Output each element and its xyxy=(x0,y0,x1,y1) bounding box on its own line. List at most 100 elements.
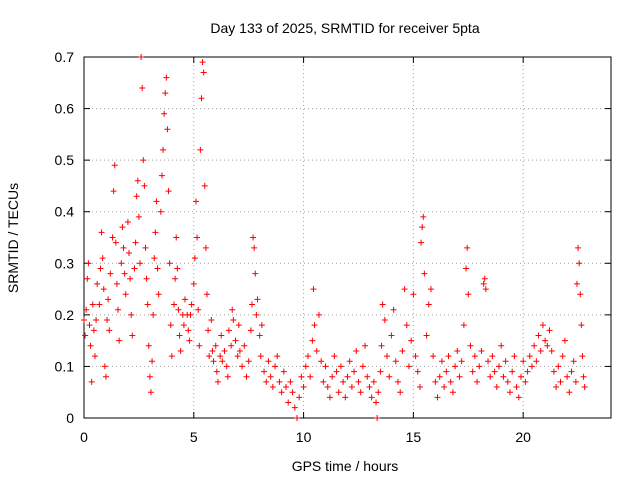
data-point xyxy=(155,291,162,298)
data-point xyxy=(311,322,318,329)
data-point xyxy=(421,270,428,277)
data-point xyxy=(513,384,520,391)
data-point xyxy=(441,384,448,391)
axis-ticks: 0 0.1 0.2 0.3 0.4 0.5 0.6 0.7 0 5 10 15 20 xyxy=(55,49,611,445)
y-tick-label: 0.5 xyxy=(55,152,75,168)
data-point xyxy=(478,347,485,354)
data-point xyxy=(471,353,478,360)
data-point xyxy=(188,301,195,308)
x-axis-label: GPS time / hours xyxy=(292,458,399,474)
data-point xyxy=(112,239,119,246)
data-point xyxy=(223,363,230,370)
data-point xyxy=(434,394,441,401)
y-tick-label: 0.3 xyxy=(55,255,75,271)
data-point xyxy=(252,270,259,277)
data-point xyxy=(127,275,134,282)
data-point xyxy=(353,347,360,354)
data-point xyxy=(126,249,133,256)
data-point xyxy=(528,363,535,370)
data-point xyxy=(408,337,415,344)
data-point xyxy=(573,280,580,287)
data-point xyxy=(82,332,89,339)
data-point xyxy=(173,234,180,241)
data-point xyxy=(414,368,421,375)
data-point xyxy=(340,378,347,385)
data-point xyxy=(278,389,285,396)
data-point xyxy=(524,368,531,375)
data-point xyxy=(107,270,114,277)
data-point xyxy=(427,286,434,293)
data-point xyxy=(228,342,235,349)
data-point xyxy=(162,90,169,97)
data-point xyxy=(106,327,113,334)
data-point xyxy=(515,394,522,401)
data-point xyxy=(250,234,257,241)
data-point xyxy=(269,384,276,391)
data-point xyxy=(342,394,349,401)
data-point xyxy=(526,353,533,360)
data-point xyxy=(142,244,149,251)
data-point xyxy=(118,260,125,267)
data-point xyxy=(386,373,393,380)
data-point xyxy=(561,337,568,344)
data-point xyxy=(368,394,375,401)
data-point xyxy=(539,322,546,329)
data-point xyxy=(491,368,498,375)
data-point xyxy=(309,337,316,344)
data-point xyxy=(390,306,397,313)
data-points xyxy=(81,54,588,421)
data-point xyxy=(464,244,471,251)
data-point xyxy=(553,384,560,391)
data-point xyxy=(346,358,353,365)
data-point xyxy=(335,389,342,396)
data-point xyxy=(502,358,509,365)
data-point xyxy=(333,368,340,375)
data-point xyxy=(105,296,112,303)
data-point xyxy=(206,353,213,360)
data-point xyxy=(542,337,549,344)
data-point xyxy=(254,296,261,303)
data-point xyxy=(460,322,467,329)
data-point xyxy=(320,378,327,385)
data-point xyxy=(116,337,123,344)
data-point xyxy=(91,353,98,360)
data-point xyxy=(136,260,143,267)
data-point xyxy=(577,291,584,298)
x-tick-label: 15 xyxy=(406,429,422,445)
data-point xyxy=(171,301,178,308)
plot-frame xyxy=(83,56,612,419)
data-point xyxy=(147,389,154,396)
data-point xyxy=(85,260,92,267)
data-point xyxy=(235,322,242,329)
data-point xyxy=(580,373,587,380)
data-point xyxy=(187,311,194,318)
data-point xyxy=(144,301,151,308)
data-point xyxy=(141,182,148,189)
data-point xyxy=(190,280,197,287)
data-point xyxy=(476,363,483,370)
data-point xyxy=(300,384,307,391)
y-axis-label: SRMTID / TECUs xyxy=(5,183,21,293)
data-point xyxy=(578,322,585,329)
data-point xyxy=(357,389,364,396)
data-point xyxy=(564,373,571,380)
data-point xyxy=(276,378,283,385)
data-point xyxy=(307,373,314,380)
data-point xyxy=(430,353,437,360)
data-point xyxy=(158,172,165,179)
x-tick-label: 20 xyxy=(515,429,531,445)
data-point xyxy=(101,363,108,370)
data-point xyxy=(185,327,192,334)
data-point xyxy=(331,353,338,360)
data-point xyxy=(579,353,586,360)
data-point xyxy=(537,347,544,354)
data-point xyxy=(423,332,430,339)
data-point xyxy=(253,311,260,318)
data-point xyxy=(326,394,333,401)
data-point xyxy=(258,322,265,329)
data-point xyxy=(230,317,237,324)
data-point xyxy=(581,384,588,391)
data-point xyxy=(557,378,564,385)
data-point xyxy=(195,306,202,313)
